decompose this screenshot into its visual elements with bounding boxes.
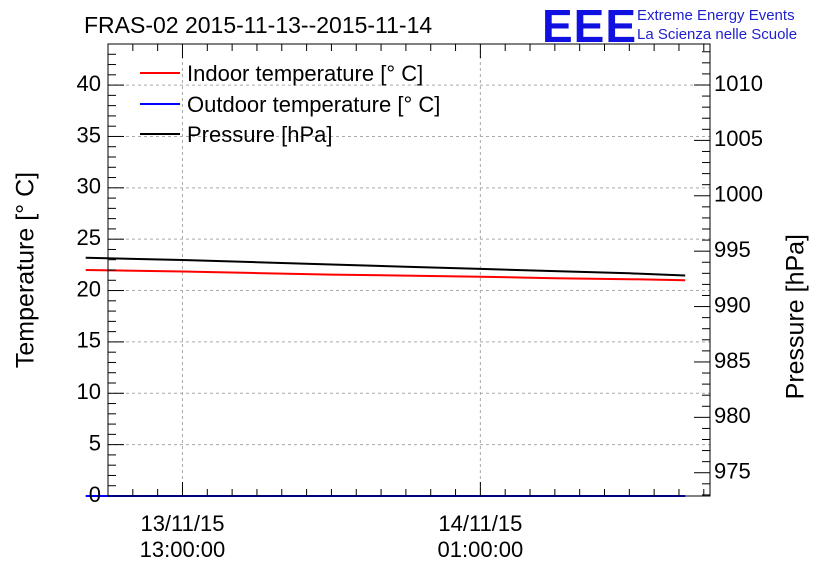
y-tick-label: 30 bbox=[77, 174, 101, 199]
y2-tick-label: 985 bbox=[714, 348, 751, 373]
y2-tick-label: 995 bbox=[714, 237, 751, 262]
y2-tick-label: 1005 bbox=[714, 126, 763, 151]
y-tick-label: 35 bbox=[77, 122, 101, 147]
y-tick-label: 15 bbox=[77, 328, 101, 353]
y-tick-label: 25 bbox=[77, 225, 101, 250]
chart-title: FRAS-02 2015-11-13--2015-11-14 bbox=[84, 12, 432, 38]
y-axis-label: Temperature [° C] bbox=[12, 172, 40, 368]
series-lines bbox=[85, 256, 686, 497]
y2-tick-label: 975 bbox=[714, 459, 751, 484]
legend: Indoor temperature [° C] Outdoor tempera… bbox=[140, 61, 440, 147]
logo-line2: La Scienza nelle Scuole bbox=[637, 26, 797, 43]
x-tick-time: 01:00:00 bbox=[438, 537, 524, 562]
legend-label-outdoor: Outdoor temperature [° C] bbox=[187, 92, 440, 117]
y-tick-label: 0 bbox=[89, 482, 101, 507]
x-tick-date: 13/11/15 bbox=[140, 511, 224, 536]
x-tick-time: 13:00:00 bbox=[140, 537, 226, 562]
y2-tick-label: 1010 bbox=[714, 71, 763, 96]
legend-label-pressure: Pressure [hPa] bbox=[187, 122, 333, 147]
grid bbox=[108, 44, 710, 496]
y2-tick-label: 980 bbox=[714, 403, 751, 428]
axis-ticks bbox=[107, 43, 710, 497]
logo-line1: Extreme Energy Events bbox=[637, 7, 795, 24]
x-tick-date: 14/11/15 bbox=[438, 511, 522, 536]
y-tick-label: 10 bbox=[77, 379, 101, 404]
y-tick-label: 20 bbox=[77, 276, 101, 301]
series-line-pressure bbox=[85, 256, 686, 277]
y-tick-label: 40 bbox=[77, 71, 101, 96]
eee-logo: EEE Extreme Energy Events La Scienza nel… bbox=[542, 0, 797, 52]
logo-letters: EEE bbox=[542, 0, 637, 52]
y2-axis-label: Pressure [hPa] bbox=[782, 234, 810, 399]
y2-tick-label: 1000 bbox=[714, 182, 763, 207]
y2-tick-label: 990 bbox=[714, 292, 751, 317]
y-tick-label: 5 bbox=[89, 430, 101, 455]
series-line-indoor bbox=[85, 269, 686, 282]
legend-label-indoor: Indoor temperature [° C] bbox=[187, 61, 423, 86]
